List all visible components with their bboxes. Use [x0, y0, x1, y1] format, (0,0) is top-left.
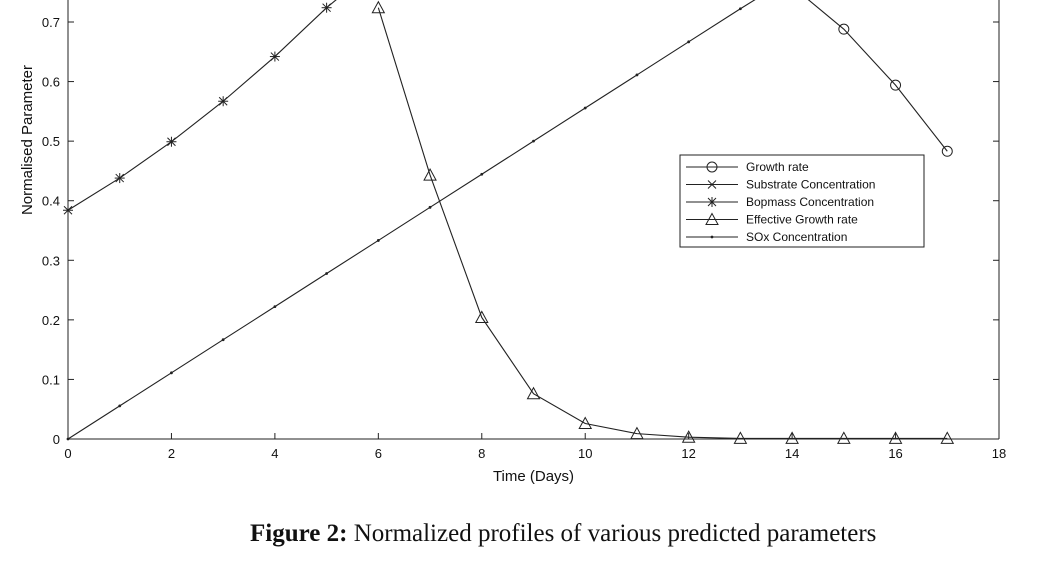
- series-line: [807, 0, 948, 152]
- data-point: [940, 431, 955, 444]
- legend-label: Growth rate: [746, 160, 809, 174]
- x-tick-label: 6: [375, 446, 382, 461]
- y-tick-label: 0.2: [42, 313, 60, 328]
- legend-marker: [705, 212, 719, 225]
- data-point: [687, 40, 691, 44]
- data-point: [583, 106, 587, 110]
- legend-marker: [707, 180, 717, 189]
- data-point: [890, 79, 902, 91]
- data-point: [325, 272, 329, 275]
- data-point: [376, 239, 380, 242]
- y-tick-label: 0.5: [42, 134, 60, 149]
- legend-label: Bopmass Concentration: [746, 195, 874, 209]
- data-point: [474, 310, 489, 323]
- data-point: [371, 0, 386, 14]
- figure-caption: Figure 2: Normalized profiles of various…: [250, 520, 876, 548]
- data-point: [273, 305, 277, 309]
- data-point: [63, 205, 73, 216]
- data-point: [635, 73, 639, 77]
- data-point: [681, 430, 696, 443]
- x-tick-label: 8: [478, 446, 485, 461]
- y-tick-label: 0: [53, 432, 60, 447]
- data-point: [423, 168, 437, 181]
- caption-text: Normalized profiles of various predicted…: [347, 520, 877, 547]
- series-0: [807, 0, 953, 157]
- legend-label: Effective Growth rate: [746, 213, 858, 227]
- data-point: [428, 205, 432, 209]
- y-tick-label: 0.4: [42, 194, 60, 209]
- series-line: [377, 7, 948, 439]
- data-point: [218, 96, 229, 107]
- x-tick-label: 10: [578, 446, 592, 461]
- x-tick-label: 0: [64, 446, 71, 461]
- data-point: [66, 437, 70, 441]
- legend-box: [679, 154, 925, 248]
- x-axis-title: Time (Days): [493, 468, 574, 485]
- y-tick-label: 0.3: [42, 253, 60, 268]
- data-point: [941, 145, 953, 157]
- y-axis-title: Normalised Parameter: [19, 65, 36, 215]
- data-point: [630, 426, 644, 440]
- series-2: [63, 0, 337, 216]
- x-tick-label: 2: [168, 446, 175, 461]
- legend-marker: [710, 235, 714, 239]
- data-point: [170, 371, 173, 375]
- legend-label: SOx Concentration: [746, 230, 847, 244]
- x-tick-label: 18: [992, 446, 1006, 461]
- data-point: [166, 136, 177, 147]
- series-4: [66, 0, 756, 441]
- x-tick-label: 16: [888, 446, 902, 461]
- legend-marker: [706, 161, 718, 173]
- x-tick-label: 14: [785, 446, 799, 461]
- data-point: [114, 173, 125, 184]
- legend-marker: [707, 197, 717, 207]
- y-tick-label: 0.7: [42, 15, 60, 30]
- data-point: [480, 172, 484, 176]
- data-point: [733, 431, 748, 444]
- data-point: [738, 7, 742, 11]
- x-tick-label: 4: [271, 446, 278, 461]
- data-point: [578, 416, 593, 430]
- y-tick-label: 0.6: [42, 75, 60, 90]
- data-point: [221, 338, 225, 342]
- series-3: [371, 0, 955, 444]
- legend-label: Substrate Concentration: [746, 178, 875, 192]
- data-point: [526, 386, 541, 400]
- data-point: [118, 404, 122, 408]
- data-point: [532, 139, 535, 143]
- data-point: [888, 431, 903, 444]
- data-point: [838, 23, 850, 35]
- data-point: [269, 51, 280, 62]
- data-point: [321, 2, 332, 13]
- data-point: [836, 431, 851, 444]
- y-tick-label: 0.1: [42, 372, 60, 387]
- series-line: [67, 0, 337, 211]
- caption-label: Figure 2:: [250, 520, 348, 547]
- series-line: [67, 0, 756, 440]
- x-tick-label: 12: [681, 446, 695, 461]
- data-point: [785, 431, 799, 444]
